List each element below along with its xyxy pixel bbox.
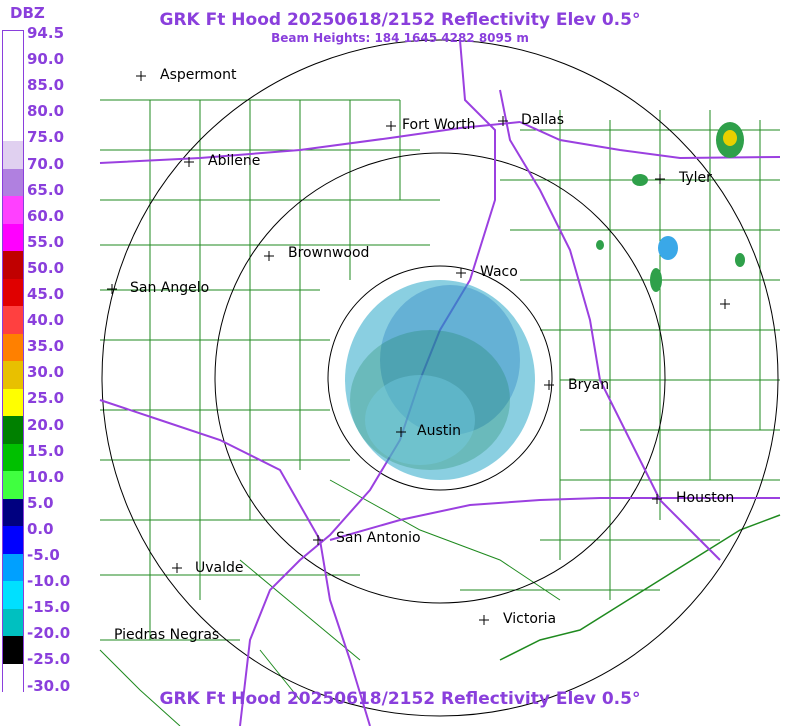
legend-color-band [3,86,23,114]
legend-label: 10.0 [27,467,65,486]
legend-color-band [3,223,23,252]
city-label-bryan: Bryan [568,377,610,393]
legend-color-band [3,251,23,279]
legend-color-band [3,278,23,307]
legend-label: 55.0 [27,232,65,251]
legend-label: 40.0 [27,311,65,330]
city-label-piedras-negras: Piedras Negras [114,627,220,643]
color-scale-bar [2,30,24,692]
legend-label: 50.0 [27,258,65,277]
legend-label: 90.0 [27,50,65,69]
legend-label: 30.0 [27,363,65,382]
city-markers [107,71,730,625]
legend-color-band [3,526,23,554]
city-label-austin: Austin [417,423,461,439]
legend-label: -30.0 [27,676,71,695]
city-label-waco: Waco [480,264,518,280]
legend-color-band [3,361,23,389]
city-label-tyler: Tyler [679,170,712,186]
legend-color-band [3,306,23,334]
legend-color-band [3,471,23,499]
legend-color-band [3,608,23,637]
legend-label: 35.0 [27,337,65,356]
legend-color-band [3,636,23,664]
legend-color-band [3,498,23,527]
legend-color-band [3,333,23,362]
legend-title: DBZ [10,4,45,22]
legend-label: -10.0 [27,572,71,591]
legend-color-band [3,663,23,692]
legend-label: 0.0 [27,519,54,538]
legend-label: 15.0 [27,441,65,460]
city-label-houston: Houston [676,490,735,506]
legend-color-band [3,58,23,87]
legend-color-band [3,31,23,59]
city-label-san-angelo: San Angelo [130,280,210,296]
legend-label: 85.0 [27,76,65,95]
city-label-abilene: Abilene [208,153,261,169]
legend-label: -15.0 [27,598,71,617]
map-title: GRK Ft Hood 20250618/2152 Reflectivity E… [159,10,641,30]
city-label-victoria: Victoria [503,611,557,627]
legend-label: 80.0 [27,102,65,121]
legend-color-band [3,416,23,444]
legend-color-band [3,443,23,472]
reflectivity-echoes [345,122,745,480]
legend-color-band [3,581,23,609]
legend-color-band [3,196,23,224]
city-label-uvalde: Uvalde [195,560,244,576]
beam-heights: Beam Heights: 184 1645 4282 8095 m [271,31,529,45]
legend-label: 20.0 [27,415,65,434]
legend-label: 25.0 [27,389,65,408]
legend-color-band [3,141,23,169]
city-label-dallas: Dallas [521,112,565,128]
city-label-aspermont: Aspermont [160,67,237,83]
legend-color-band [3,113,23,142]
legend-color-band [3,388,23,417]
dbz-legend: DBZ 94.5 90.0 85.0 80.0 75.0 70.0 65.0 60.0 55.0… [0,0,100,726]
legend-label: 45.0 [27,285,65,303]
city-label-san-antonio: San Antonio [336,530,421,546]
legend-color-band [3,168,23,197]
legend-label: 75.0 [27,128,65,147]
range-rings [101,39,779,717]
legend-label: -5.0 [27,546,60,564]
legend-color-band [3,553,23,582]
legend-label: 94.5 [27,24,65,42]
city-label-fort-worth: Fort Worth [402,117,476,133]
legend-label: 5.0 [27,493,54,512]
legend-label: 70.0 [27,154,65,173]
map-footer-title: GRK Ft Hood 20250618/2152 Reflectivity E… [159,689,641,709]
legend-label: -20.0 [27,624,71,643]
legend-label: -25.0 [27,650,71,669]
legend-label: 60.0 [27,206,65,225]
city-label-brownwood: Brownwood [288,245,370,261]
legend-label: 65.0 [27,180,65,199]
